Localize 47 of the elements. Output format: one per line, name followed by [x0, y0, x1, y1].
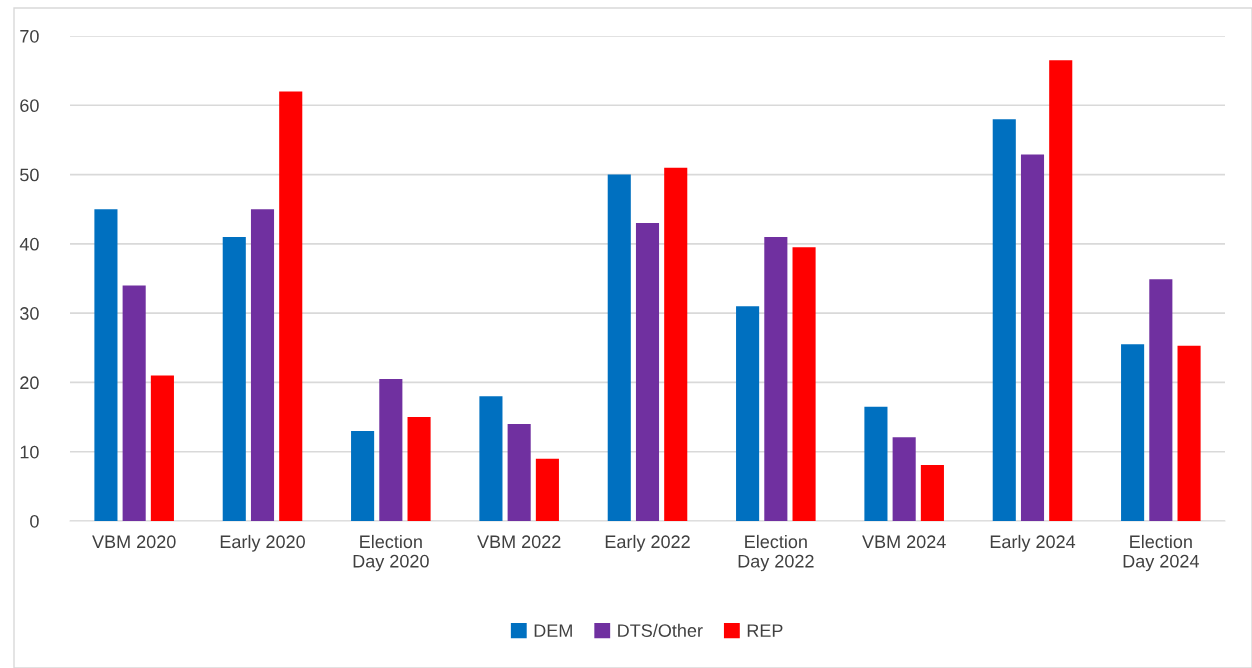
- y-tick-label: 10: [20, 445, 39, 459]
- y-tick-label: 20: [20, 376, 39, 390]
- bar: [479, 396, 503, 521]
- x-tick-label: Election Day 2022: [738, 534, 814, 572]
- bar: [764, 236, 788, 521]
- x-tick-label: Early 2020: [220, 534, 305, 552]
- bar: [1020, 154, 1045, 521]
- bar: [94, 209, 118, 521]
- bar: [507, 424, 531, 521]
- bar: [864, 406, 888, 521]
- x-tick-label: Early 2022: [605, 534, 690, 552]
- y-tick-label: 0: [30, 514, 39, 528]
- bar: [992, 119, 1016, 521]
- bar: [250, 209, 275, 521]
- bar: [635, 223, 660, 521]
- bar: [920, 464, 944, 521]
- legend-label: REP: [747, 624, 783, 637]
- bar: [379, 378, 403, 521]
- bar: [150, 375, 174, 521]
- bar: [792, 247, 816, 521]
- legend-label: DTS/Other: [618, 623, 703, 637]
- bar: [1149, 279, 1173, 521]
- bar: [535, 458, 559, 521]
- x-tick-label: Early 2024: [990, 534, 1076, 552]
- legend-label: DEM: [534, 624, 572, 637]
- x-tick-label: Election Day 2020: [353, 534, 429, 572]
- y-tick-label: 30: [20, 307, 39, 320]
- bar: [1121, 344, 1145, 521]
- bar: [351, 430, 375, 521]
- bar: [407, 417, 431, 521]
- x-tick-label: Election Day 2024: [1123, 534, 1199, 572]
- bar: [222, 236, 246, 521]
- y-tick-label: 40: [19, 237, 39, 251]
- bar: [122, 285, 146, 521]
- bar: [1177, 345, 1201, 521]
- y-tick-label: 70: [20, 29, 39, 43]
- bar: [736, 306, 760, 521]
- x-tick-label: VBM 2022: [477, 535, 561, 549]
- y-tick-label: 60: [20, 99, 39, 113]
- y-tick-label: 50: [20, 168, 39, 182]
- bar: [607, 174, 631, 521]
- x-tick-label: VBM 2020: [92, 535, 176, 549]
- bar: [279, 91, 303, 521]
- bar: [1049, 60, 1073, 521]
- bar: [664, 167, 688, 521]
- bar: [892, 437, 916, 521]
- x-tick-label: VBM 2024: [862, 535, 946, 549]
